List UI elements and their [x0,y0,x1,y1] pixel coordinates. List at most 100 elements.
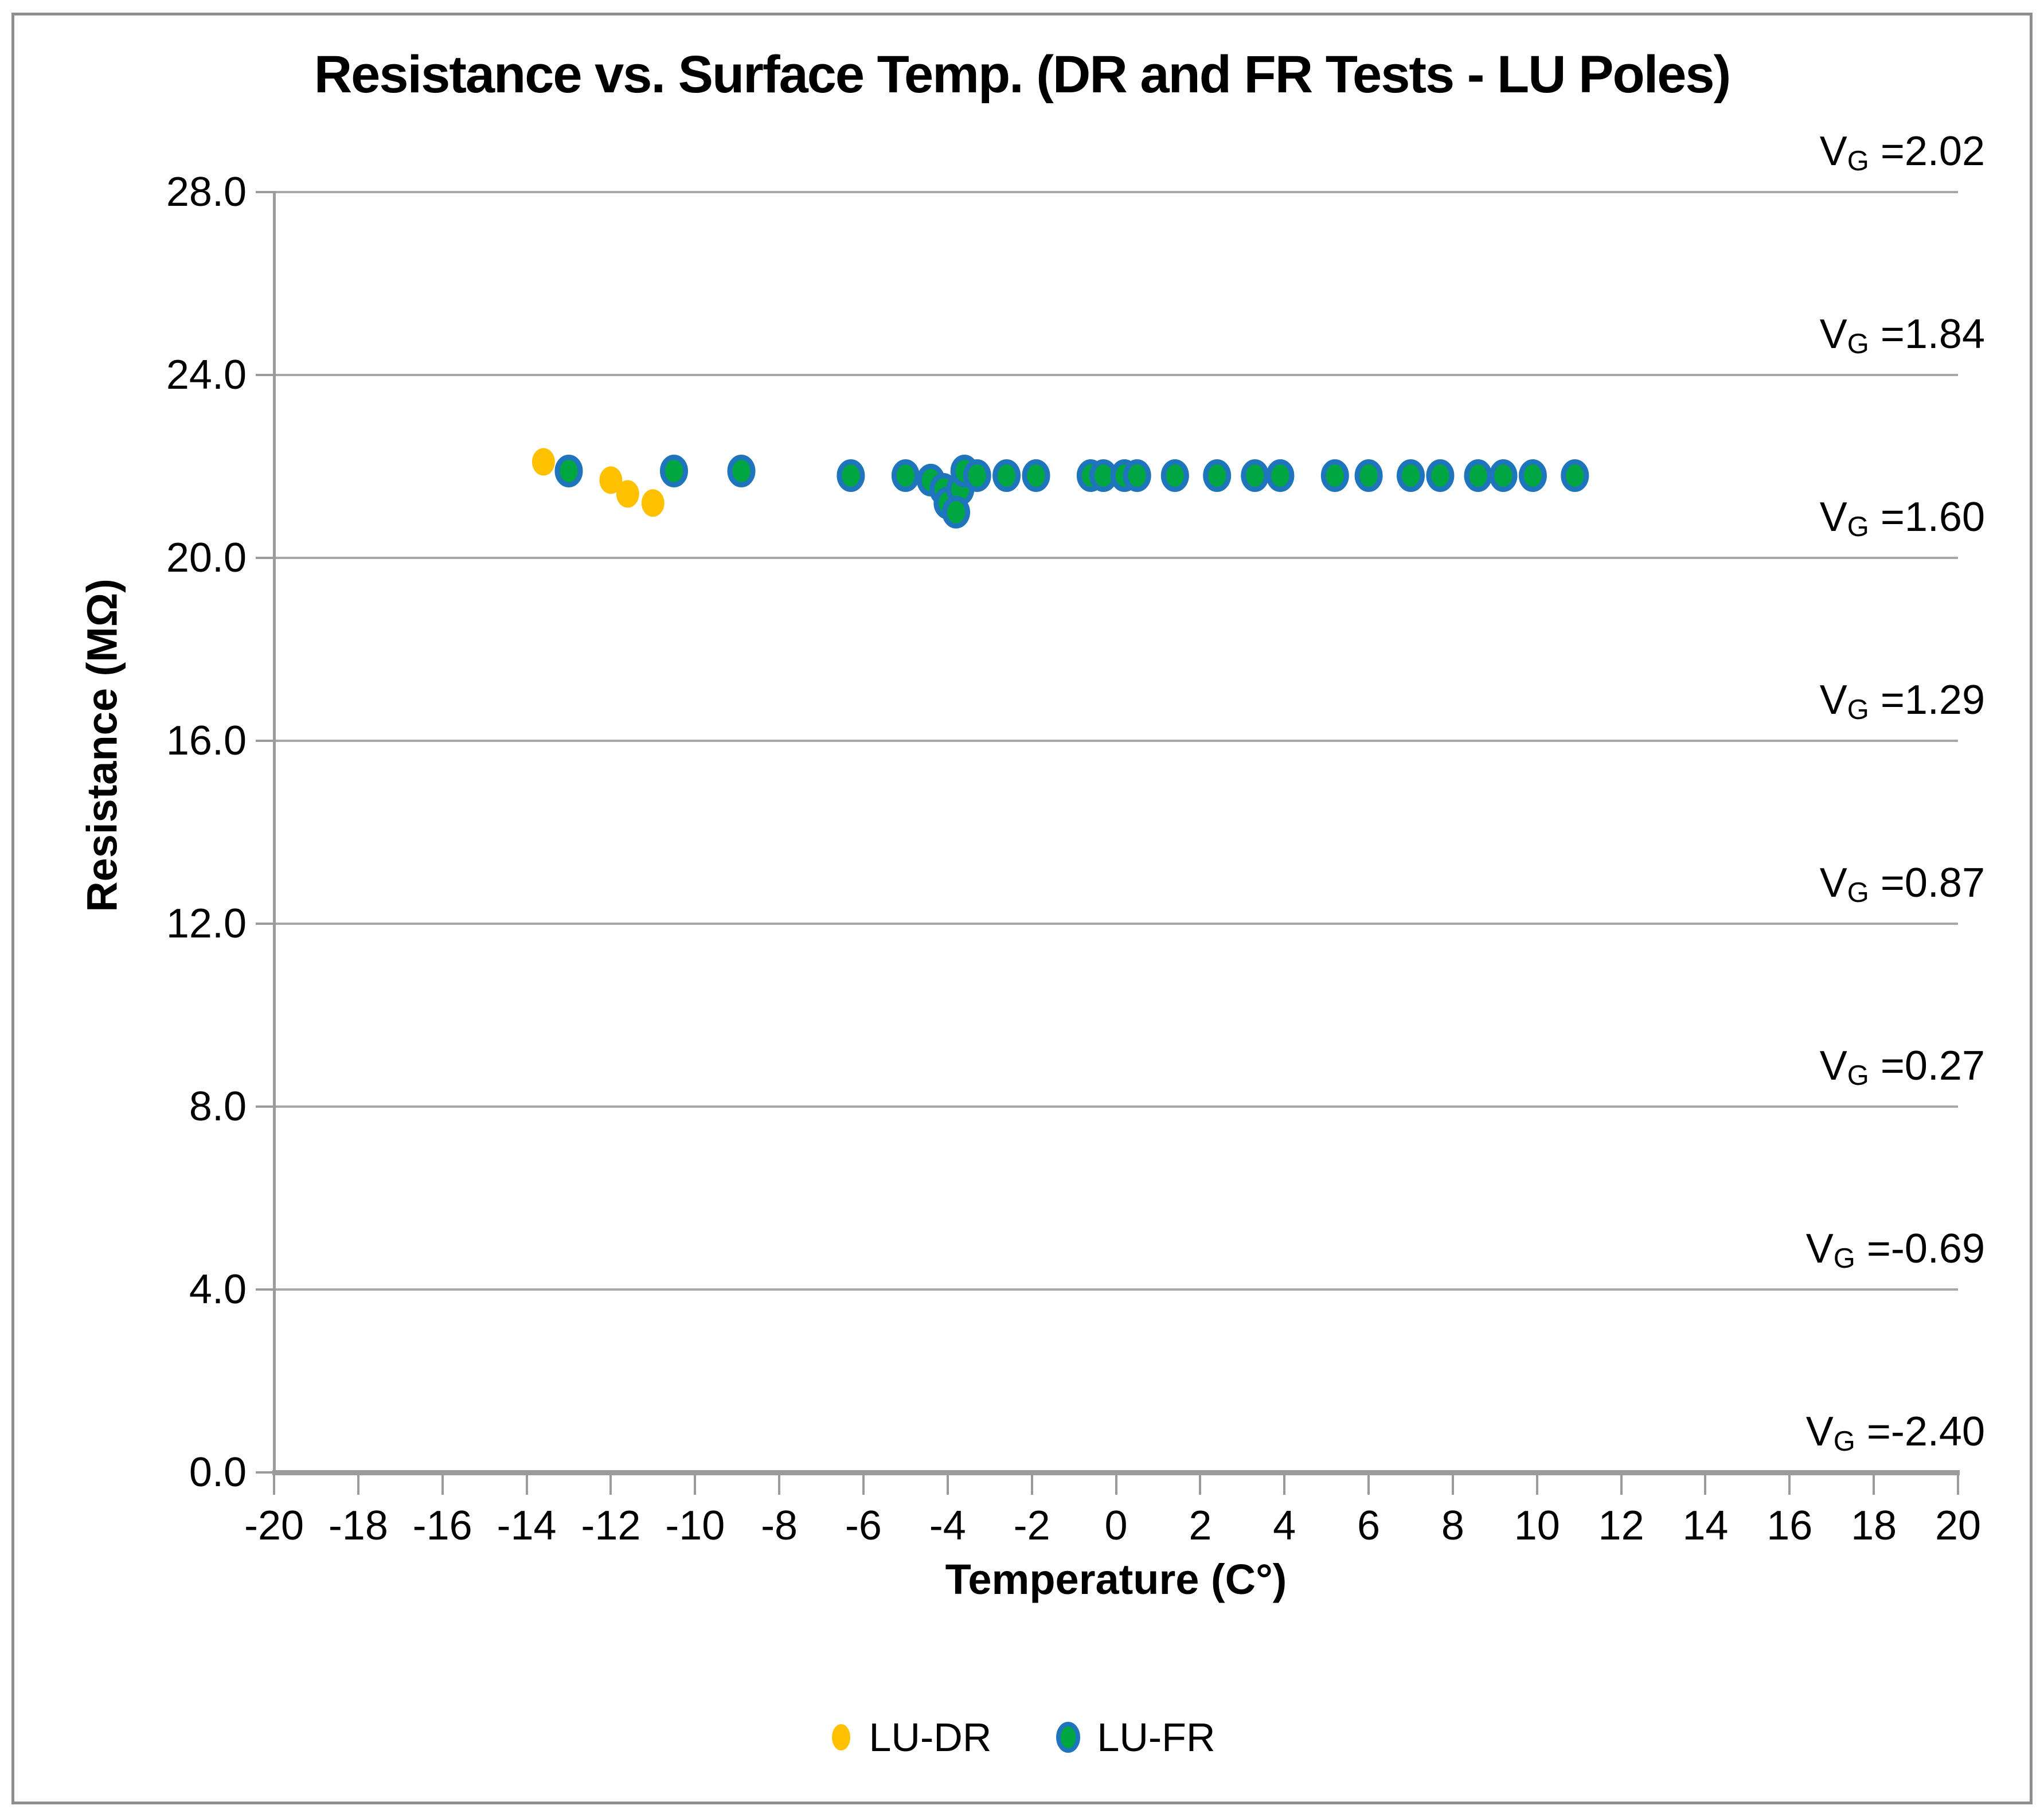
gridline [274,740,1958,742]
data-point-lu-fr [1320,459,1349,492]
data-point-lu-fr [727,455,756,487]
gridline [274,191,1958,193]
x-tick-label: 8 [1441,1503,1464,1549]
data-point-lu-fr [1354,459,1383,492]
x-axis-tick [441,1475,444,1495]
x-tick-label: -2 [1013,1503,1050,1549]
x-axis-tick [357,1475,359,1495]
y-tick-label: 20.0 [166,535,247,581]
vg-annotation: VG =2.02 [1819,128,1985,177]
lu-fr-marker-icon [1056,1722,1081,1753]
y-axis-tick [256,1471,276,1474]
x-tick-label: 12 [1598,1503,1644,1549]
vg-annotation: VG =1.60 [1819,494,1985,542]
legend-label-lu-dr: LU-DR [869,1715,992,1760]
y-axis-tick [256,191,276,193]
y-tick-label: 4.0 [189,1267,247,1312]
x-tick-label: -10 [665,1503,725,1549]
y-axis-tick [256,1105,276,1108]
x-tick-label: 20 [1934,1503,1982,1549]
x-axis-tick [1704,1475,1707,1495]
y-tick-label: 24.0 [166,352,247,398]
x-axis-tick [273,1475,275,1495]
x-tick-label: -18 [328,1503,388,1549]
y-axis-line [273,192,276,1475]
x-axis-line [272,1470,1960,1475]
chart-title: Resistance vs. Surface Temp. (DR and FR … [314,45,1732,104]
data-point-lu-fr [891,459,920,492]
gridline [274,1105,1958,1108]
vg-annotation: VG =1.29 [1819,677,1985,725]
x-tick-label: -16 [412,1503,472,1549]
y-axis-tick [256,923,276,925]
x-axis-tick [778,1475,781,1495]
x-axis-tick [525,1475,528,1495]
chart-border-frame [11,13,2033,1804]
data-point-lu-fr [963,459,991,492]
data-point-lu-fr [1561,459,1589,492]
y-tick-label: 8.0 [189,1084,247,1130]
x-tick-label: -14 [497,1503,557,1549]
gridline [274,923,1958,925]
x-axis-tick [1620,1475,1623,1495]
x-tick-label: -4 [929,1503,966,1549]
y-tick-label: 0.0 [189,1449,247,1495]
x-axis-tick [1788,1475,1791,1495]
legend-item-lu-dr: LU-DR [828,1714,991,1760]
x-tick-label: 14 [1682,1503,1729,1549]
x-tick-label: 16 [1766,1503,1813,1549]
data-point-lu-fr [992,459,1021,492]
legend-label-lu-fr: LU-FR [1097,1715,1216,1760]
y-tick-label: 16.0 [166,718,247,764]
x-axis-tick [1199,1475,1202,1495]
x-tick-label: 18 [1851,1503,1897,1549]
data-point-lu-dr [531,448,555,476]
data-point-lu-fr [1266,459,1295,492]
data-point-lu-fr [1489,459,1518,492]
data-point-lu-fr [660,455,688,487]
y-axis-tick [256,557,276,559]
x-tick-label: -8 [761,1503,798,1549]
x-axis-tick [1283,1475,1286,1495]
lu-dr-marker-icon [832,1724,851,1750]
x-tick-label: 10 [1514,1503,1560,1549]
x-axis-tick [862,1475,865,1495]
gridline [274,557,1958,559]
y-axis-tick [256,374,276,376]
vg-annotation: VG =-0.69 [1805,1226,1985,1274]
legend-item-lu-fr: LU-FR [1054,1714,1216,1760]
x-axis-tick [1030,1475,1033,1495]
x-axis-tick [609,1475,612,1495]
data-point-lu-dr [599,466,623,494]
x-axis-tick [1367,1475,1370,1495]
vg-annotation: VG =0.87 [1819,860,1985,908]
x-tick-label: 0 [1104,1503,1128,1549]
data-point-lu-fr [1397,459,1425,492]
data-point-lu-fr [1464,459,1492,492]
vg-annotation: VG =-2.40 [1805,1409,1985,1457]
data-point-lu-fr [1518,459,1547,492]
x-axis-tick [694,1475,697,1495]
y-tick-label: 12.0 [166,901,247,947]
gridline [274,1288,1958,1291]
data-point-lu-fr [1241,459,1269,492]
y-tick-label: 28.0 [166,169,247,215]
x-axis-title: Temperature (C°) [945,1556,1287,1603]
x-axis-tick [946,1475,949,1495]
x-axis-tick [1957,1475,1959,1495]
data-point-lu-dr [641,489,665,517]
x-tick-label: 4 [1273,1503,1296,1549]
x-axis-tick [1115,1475,1117,1495]
x-tick-label: -20 [244,1503,304,1549]
data-point-lu-fr [1022,459,1050,492]
data-point-lu-dr [616,480,639,508]
y-axis-tick [256,1288,276,1291]
vg-annotation: VG =0.27 [1819,1043,1985,1091]
gridline [274,374,1958,376]
x-tick-label: 6 [1357,1503,1381,1549]
data-point-lu-fr [554,455,583,487]
data-point-lu-fr [1426,459,1455,492]
x-tick-label: -6 [845,1503,882,1549]
data-point-lu-fr [1203,459,1232,492]
